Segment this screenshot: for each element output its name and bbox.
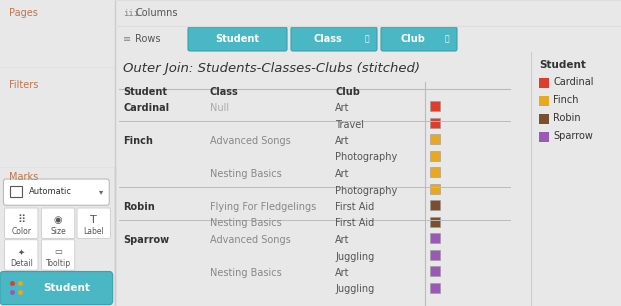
Text: Automatic: Automatic	[29, 187, 72, 196]
Text: ⠿: ⠿	[17, 215, 25, 225]
Text: First Aid: First Aid	[335, 202, 374, 212]
Bar	[539, 114, 549, 124]
Text: Art: Art	[335, 136, 350, 146]
Bar	[430, 184, 440, 193]
Bar	[430, 217, 440, 226]
Text: Juggling: Juggling	[335, 252, 374, 262]
Text: Label: Label	[83, 227, 104, 236]
Text: Photography: Photography	[335, 185, 397, 196]
Text: Outer Join: Students-Classes-Clubs (stitched): Outer Join: Students-Classes-Clubs (stit…	[123, 62, 420, 75]
Text: Club: Club	[335, 87, 360, 97]
FancyBboxPatch shape	[42, 240, 75, 270]
Text: Cardinal: Cardinal	[553, 77, 594, 87]
Bar	[539, 78, 549, 88]
Text: Nesting Basics: Nesting Basics	[210, 218, 282, 229]
Bar	[430, 167, 440, 177]
Text: ⛓: ⛓	[445, 35, 450, 43]
FancyBboxPatch shape	[4, 208, 38, 238]
Text: Nesting Basics: Nesting Basics	[210, 169, 282, 179]
Text: Flying For Fledgelings: Flying For Fledgelings	[210, 202, 316, 212]
Text: Art: Art	[335, 169, 350, 179]
Bar	[430, 134, 440, 144]
Text: First Aid: First Aid	[335, 218, 374, 229]
Text: Nesting Basics: Nesting Basics	[210, 268, 282, 278]
Text: Null: Null	[210, 103, 229, 113]
Text: Sparrow: Sparrow	[123, 235, 169, 245]
Text: ⛓: ⛓	[365, 35, 369, 43]
Text: Tooltip: Tooltip	[45, 259, 71, 268]
Text: Art: Art	[335, 103, 350, 113]
Text: Finch: Finch	[553, 95, 579, 105]
Text: Student: Student	[43, 283, 90, 293]
Text: Filters: Filters	[9, 80, 39, 90]
FancyBboxPatch shape	[188, 27, 287, 51]
Text: Pages: Pages	[9, 8, 38, 18]
Bar	[539, 96, 549, 106]
Bar	[430, 282, 440, 293]
Text: Marks: Marks	[9, 185, 39, 195]
Text: T: T	[90, 215, 97, 225]
Text: Columns: Columns	[135, 8, 178, 18]
Text: Detail: Detail	[10, 259, 33, 268]
Text: Class: Class	[314, 34, 342, 44]
Text: ▾: ▾	[99, 187, 103, 196]
Text: Student: Student	[123, 87, 167, 97]
FancyBboxPatch shape	[291, 27, 377, 51]
Text: Club: Club	[401, 34, 425, 44]
Text: Juggling: Juggling	[335, 285, 374, 294]
Text: ✦: ✦	[18, 247, 25, 256]
FancyBboxPatch shape	[0, 271, 112, 304]
FancyBboxPatch shape	[4, 240, 38, 270]
FancyBboxPatch shape	[4, 179, 109, 205]
Bar	[430, 118, 440, 128]
FancyBboxPatch shape	[381, 27, 457, 51]
FancyBboxPatch shape	[42, 208, 75, 238]
Text: Rows: Rows	[135, 34, 160, 44]
Bar	[430, 101, 440, 111]
FancyBboxPatch shape	[77, 208, 111, 238]
Text: Advanced Songs: Advanced Songs	[210, 235, 291, 245]
Bar	[430, 151, 440, 161]
Bar	[430, 233, 440, 243]
Text: Sparrow: Sparrow	[553, 131, 593, 141]
Text: Robin: Robin	[553, 113, 581, 123]
Text: Cardinal: Cardinal	[123, 103, 169, 113]
Text: ≡: ≡	[123, 34, 131, 44]
Text: Advanced Songs: Advanced Songs	[210, 136, 291, 146]
Text: Class: Class	[210, 87, 238, 97]
Text: ◉: ◉	[54, 215, 62, 225]
Text: Finch: Finch	[123, 136, 153, 146]
Bar	[430, 249, 440, 259]
Text: Color: Color	[11, 227, 31, 236]
Text: Photography: Photography	[335, 152, 397, 162]
Text: Student: Student	[539, 60, 586, 70]
Text: Student: Student	[215, 34, 260, 44]
Bar	[430, 200, 440, 210]
Text: Robin: Robin	[123, 202, 155, 212]
Text: Travel: Travel	[335, 120, 364, 129]
Text: iii: iii	[123, 9, 139, 17]
Text: Art: Art	[335, 268, 350, 278]
Bar	[539, 132, 549, 142]
Text: Art: Art	[335, 235, 350, 245]
Text: Marks: Marks	[9, 172, 39, 182]
Bar	[11, 186, 22, 197]
Text: Size: Size	[50, 227, 66, 236]
Text: ▭: ▭	[54, 247, 62, 256]
Bar	[430, 266, 440, 276]
